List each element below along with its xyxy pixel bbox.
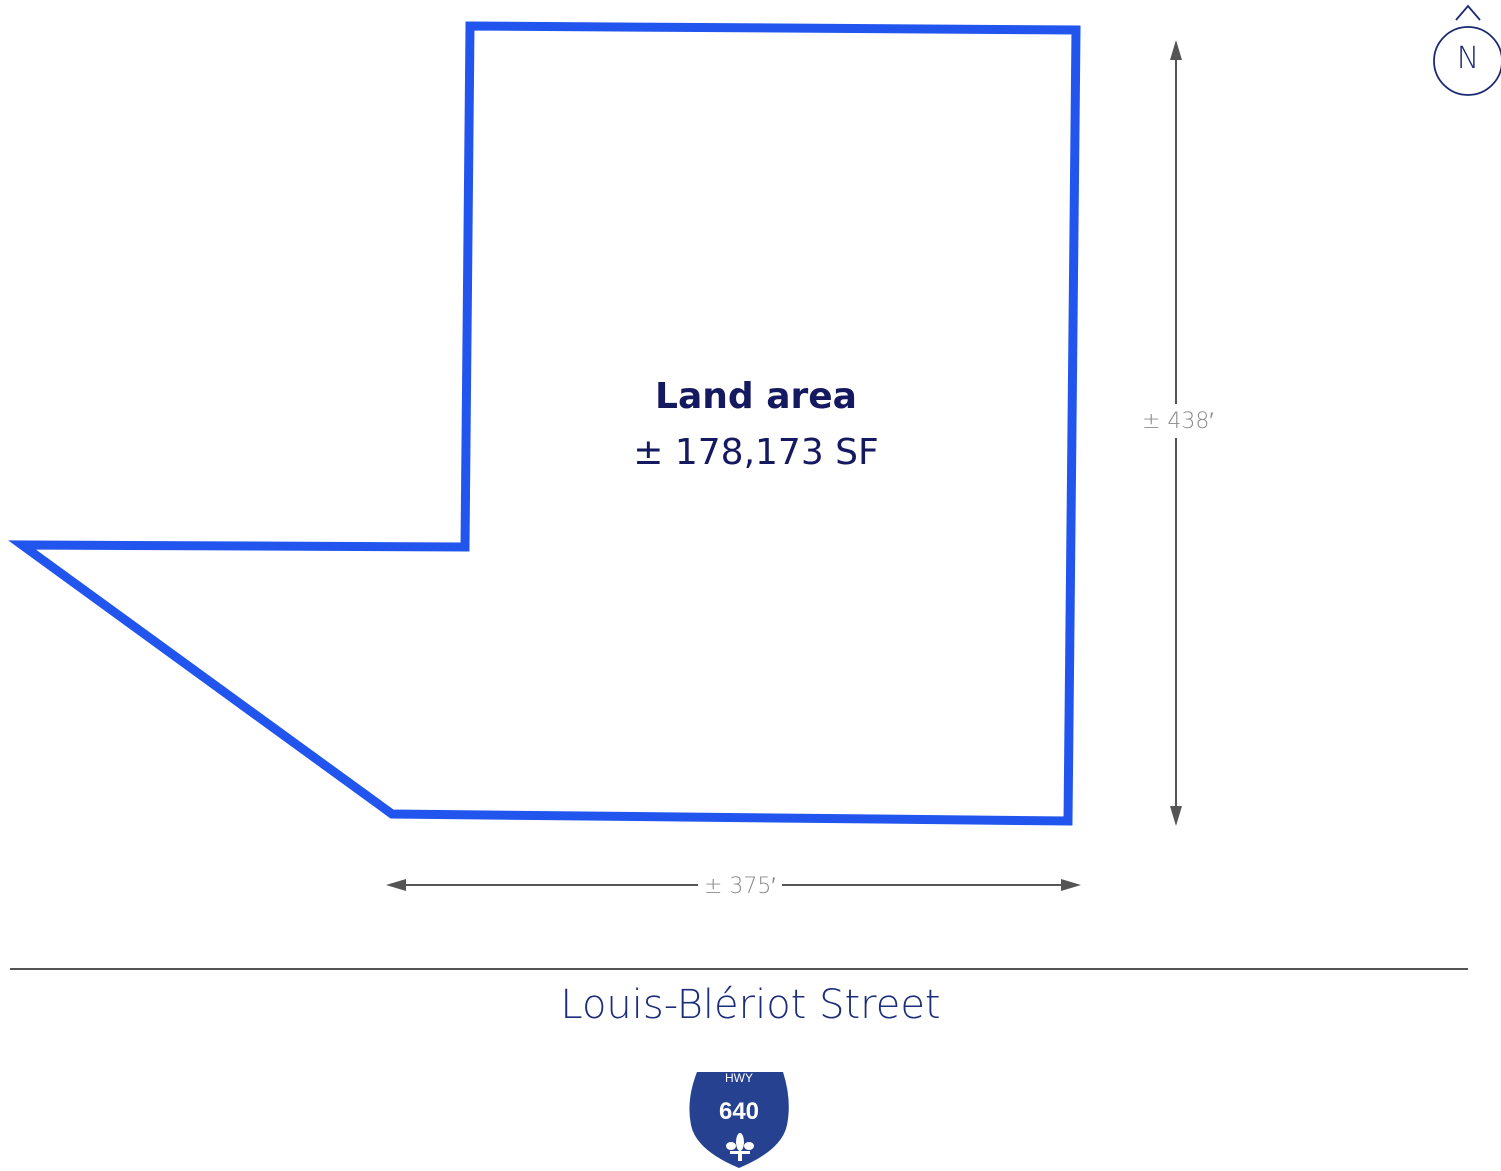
land-area-value: ± 178,173 SF xyxy=(633,432,879,473)
height-dimension-label: ± 438′ xyxy=(1140,404,1216,438)
highway-number: 640 xyxy=(718,1098,760,1125)
fleur-de-lis-icon xyxy=(726,1133,754,1161)
highway-prefix: HWY xyxy=(725,1071,753,1085)
street-name: Louis-Blériot Street xyxy=(560,982,941,1028)
highway-shield-icon xyxy=(689,1072,789,1168)
north-arrow-icon xyxy=(1433,4,1501,96)
compass-letter: N xyxy=(1456,41,1480,76)
width-dimension-label: ± 375′ xyxy=(698,873,782,899)
lot-boundary xyxy=(8,21,1081,826)
land-area-title: Land area xyxy=(655,376,857,417)
